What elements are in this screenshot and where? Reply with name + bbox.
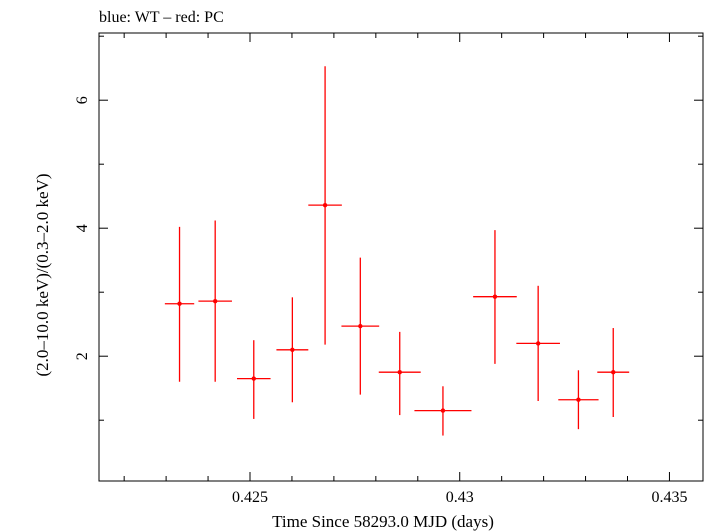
plot-frame xyxy=(98,32,704,482)
data-marker xyxy=(212,298,218,304)
chart-title: blue: WT – red: PC xyxy=(99,9,224,26)
series-pc xyxy=(164,66,630,436)
y-tick-label: 2 xyxy=(74,352,91,360)
x-tick-label: 0.435 xyxy=(651,489,687,506)
data-marker xyxy=(576,397,581,402)
data-marker xyxy=(251,376,256,381)
data-point xyxy=(378,331,421,416)
data-point xyxy=(198,220,232,382)
data-point xyxy=(414,386,472,436)
data-point xyxy=(341,257,380,395)
x-tick-label: 0.43 xyxy=(446,489,474,506)
data-point xyxy=(597,328,630,417)
data-point xyxy=(308,66,342,345)
x-axis-label: Time Since 58293.0 MJD (days) xyxy=(272,512,494,531)
data-point xyxy=(558,370,599,430)
data-point xyxy=(276,297,309,403)
y-tick-label: 4 xyxy=(74,224,91,232)
data-marker xyxy=(358,323,363,329)
data-marker xyxy=(611,370,616,375)
data-marker xyxy=(290,347,295,352)
data-point xyxy=(164,226,195,382)
data-marker xyxy=(322,202,328,208)
x-tick-label: 0.425 xyxy=(232,489,268,506)
data-marker xyxy=(535,341,541,346)
data-point xyxy=(236,340,271,419)
data-marker xyxy=(177,301,182,306)
data-marks xyxy=(164,66,630,436)
y-axis-label: (2.0–10.0 keV)/(0.3–2.0 keV) xyxy=(33,173,52,376)
axis-ticks: 0.425 0.43 0.435 2 4 6 xyxy=(74,33,703,506)
data-marker xyxy=(492,294,498,299)
data-point xyxy=(516,285,560,401)
y-tick-label: 6 xyxy=(74,96,91,104)
data-marker xyxy=(397,370,402,375)
data-marker xyxy=(440,408,446,413)
data-point xyxy=(473,230,517,364)
